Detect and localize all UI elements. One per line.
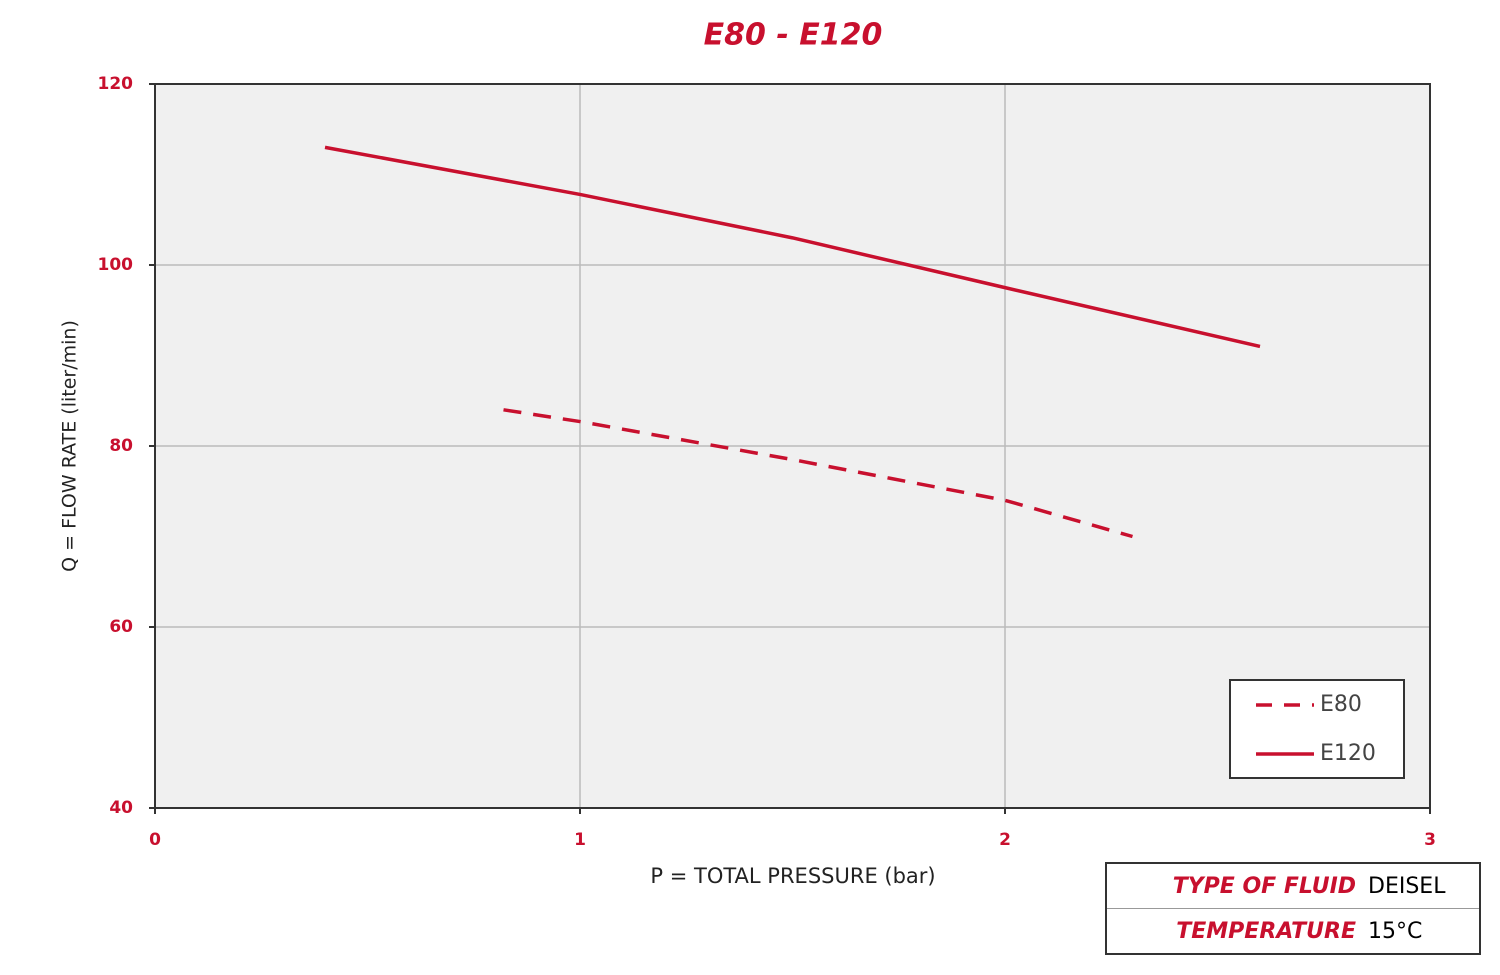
- series-line: [324, 145, 1261, 349]
- x-tick-label: 2: [999, 830, 1011, 850]
- legend-label: E80: [1320, 692, 1362, 717]
- legend-label: E120: [1320, 741, 1376, 766]
- info-row: TEMPERATURE 15°C: [1106, 908, 1480, 955]
- x-tick-label: 3: [1424, 830, 1436, 850]
- plot-frame: [154, 83, 1431, 809]
- series-line: [503, 408, 1133, 539]
- info-value: 15°C: [1362, 908, 1480, 955]
- x-tick-label: 1: [574, 830, 586, 850]
- chart-title: E80 - E120: [704, 18, 883, 53]
- y-tick-label: 40: [109, 798, 133, 818]
- info-table: TYPE OF FLUID DEISEL TEMPERATURE 15°C: [1105, 862, 1481, 955]
- y-tick-label: 120: [98, 74, 134, 94]
- y-tick-label: 100: [98, 255, 134, 275]
- y-tick-label: 80: [109, 436, 133, 456]
- info-row: TYPE OF FLUID DEISEL: [1106, 863, 1480, 909]
- info-key: TYPE OF FLUID: [1106, 863, 1363, 909]
- info-value: DEISEL: [1362, 863, 1480, 909]
- x-tick-label: 0: [149, 830, 161, 850]
- y-axis-label: Q = FLOW RATE (liter/min): [59, 320, 81, 572]
- legend-box: [1229, 679, 1405, 779]
- x-axis-label: P = TOTAL PRESSURE (bar): [650, 864, 935, 888]
- info-key: TEMPERATURE: [1106, 908, 1363, 955]
- y-tick-label: 60: [109, 617, 133, 637]
